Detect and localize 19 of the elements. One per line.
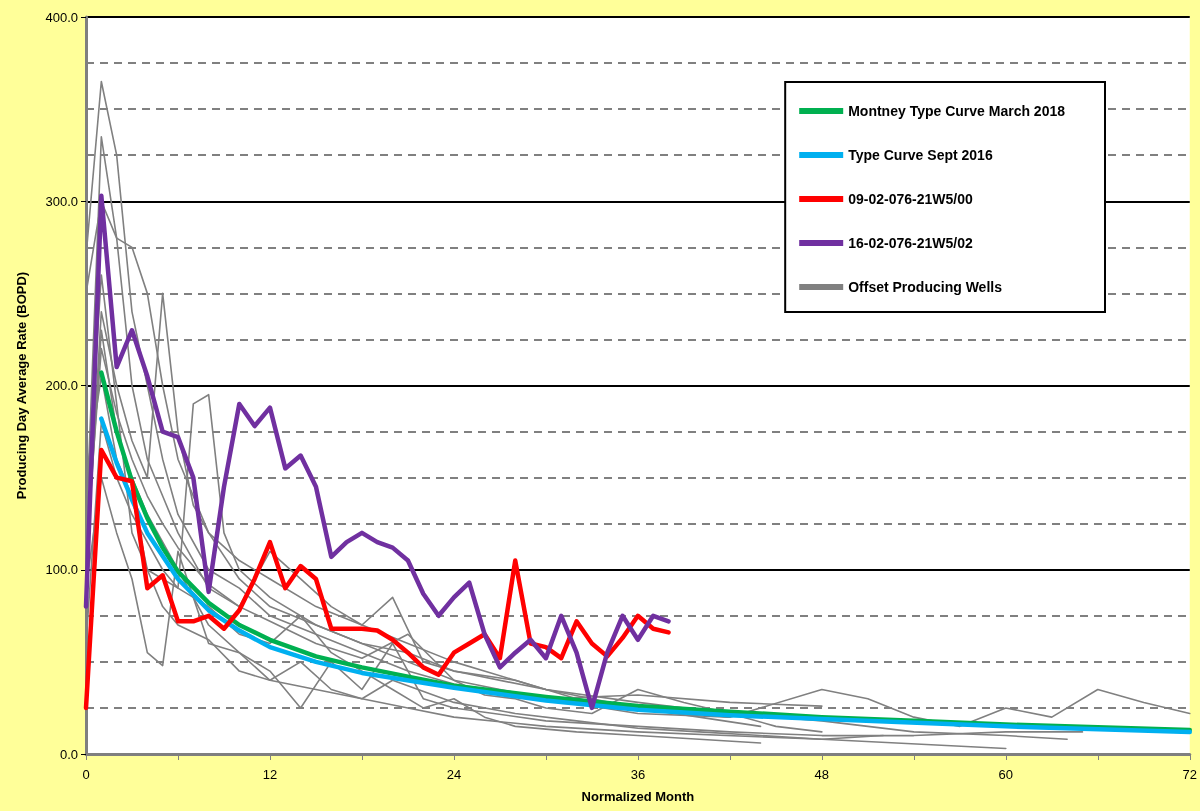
x-axis-title: Normalized Month <box>581 789 695 804</box>
x-tick-label: 0 <box>82 767 90 782</box>
legend-label: Montney Type Curve March 2018 <box>848 103 1066 119</box>
y-tick-label: 400.0 <box>45 9 78 25</box>
y-axis-title: Producing Day Average Rate (BOPD) <box>14 271 29 500</box>
x-tick-label: 12 <box>262 767 278 782</box>
x-tick-label: 60 <box>998 767 1014 782</box>
y-tick-label: 200.0 <box>45 378 78 393</box>
x-tick-label: 48 <box>814 767 830 782</box>
x-tick-label: 36 <box>630 767 646 782</box>
x-tick-label: 24 <box>446 767 462 782</box>
y-tick-label: 300.0 <box>45 193 78 209</box>
x-tick-label: 72 <box>1182 767 1197 782</box>
legend-label: Type Curve Sept 2016 <box>848 147 993 163</box>
legend-label: 16-02-076-21W5/02 <box>848 235 973 251</box>
legend-label: Offset Producing Wells <box>848 279 1003 295</box>
y-tick-label: 0.0 <box>59 746 78 762</box>
y-tick-label: 100.0 <box>45 562 78 578</box>
legend-label: 09-02-076-21W5/00 <box>848 191 973 207</box>
